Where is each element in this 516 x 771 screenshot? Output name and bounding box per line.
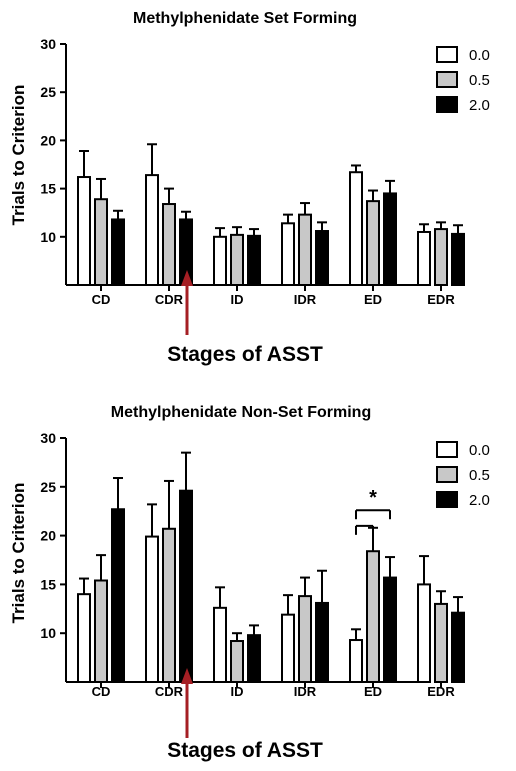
bar (349, 639, 363, 683)
bar (145, 174, 159, 286)
significance-star: * (369, 487, 377, 509)
bar (434, 228, 448, 286)
legend-swatch (436, 441, 458, 458)
y-axis-label: Trials to Criterion (9, 85, 28, 226)
y-tick-label: 20 (40, 528, 56, 544)
stage-arrow-head (181, 668, 193, 684)
bar (162, 527, 176, 683)
legend-swatch (436, 466, 458, 483)
x-tick-label: ED (364, 684, 382, 699)
chart-title: Methylphenidate Set Forming (133, 10, 357, 27)
bar (213, 606, 227, 683)
bar (77, 176, 91, 286)
bar (213, 235, 227, 287)
bar (230, 640, 244, 683)
y-axis-label: Trials to Criterion (9, 483, 28, 624)
y-tick-label: 10 (40, 625, 56, 641)
bar (247, 234, 261, 286)
x-axis-label: Stages of ASST (167, 739, 323, 762)
legend-swatch (436, 46, 458, 63)
chart-panel-non-set-forming: Methylphenidate Non-Set Forming Trials t… (9, 404, 490, 762)
legend-swatch (436, 491, 458, 508)
y-tick-label: 15 (40, 576, 56, 592)
x-tick-label: CDR (155, 292, 184, 307)
bar (179, 489, 193, 684)
bar (366, 550, 380, 683)
bar (162, 203, 176, 286)
legend-label: 2.0 (469, 492, 490, 509)
legend-label: 0.5 (469, 467, 490, 484)
bar (145, 535, 159, 683)
bar (298, 213, 312, 287)
x-tick-label: ID (231, 292, 244, 307)
bar (247, 634, 261, 683)
x-tick-label: EDR (427, 684, 455, 699)
legend-label: 2.0 (469, 97, 490, 114)
x-tick-label: CDR (155, 684, 184, 699)
legend: 0.0 0.5 2.0 (436, 441, 490, 509)
bar (451, 611, 465, 683)
bar (281, 222, 295, 286)
bar (383, 576, 397, 683)
y-tick-label: 20 (40, 132, 56, 148)
legend-label: 0.0 (469, 47, 490, 64)
x-tick-label: ID (231, 684, 244, 699)
x-tick-label: CD (92, 684, 111, 699)
chart-panel-set-forming: Methylphenidate Set Forming Trials to Cr… (9, 10, 490, 366)
legend-swatch (436, 71, 458, 88)
bar (315, 230, 329, 287)
legend: 0.0 0.5 2.0 (436, 46, 490, 114)
y-tick-label: 10 (40, 229, 56, 245)
plot-area: 10 15 20 25 30 CD CDR ID IDR ED EDR (40, 36, 465, 335)
x-tick-label: ED (364, 292, 382, 307)
y-tick-label: 30 (40, 430, 56, 446)
x-tick-label: CD (92, 292, 111, 307)
bar (111, 218, 125, 286)
bar (77, 593, 91, 683)
bar (366, 200, 380, 286)
bar (417, 583, 431, 684)
bar (315, 601, 329, 683)
bar (349, 171, 363, 287)
bar (111, 508, 125, 683)
bar (383, 192, 397, 286)
stage-arrow-head (181, 270, 193, 286)
bar (94, 579, 108, 683)
legend-label: 0.5 (469, 72, 490, 89)
y-tick-label: 25 (40, 84, 56, 100)
legend-swatch (436, 96, 458, 113)
x-tick-label: EDR (427, 292, 455, 307)
y-tick-label: 30 (40, 36, 56, 52)
bar (451, 232, 465, 287)
x-axis-label: Stages of ASST (167, 343, 323, 366)
bar (298, 595, 312, 683)
chart-title: Methylphenidate Non-Set Forming (111, 404, 371, 421)
y-tick-label: 25 (40, 479, 56, 495)
y-tick-label: 15 (40, 181, 56, 197)
plot-area: 10 15 20 25 30 CD CDR ID IDR ED EDR * (40, 430, 465, 738)
x-tick-label: IDR (294, 684, 317, 699)
bar (417, 230, 431, 286)
legend-label: 0.0 (469, 442, 490, 459)
bar (230, 233, 244, 286)
bar (281, 613, 295, 684)
bar (434, 602, 448, 683)
bar (94, 198, 108, 286)
x-tick-label: IDR (294, 292, 317, 307)
